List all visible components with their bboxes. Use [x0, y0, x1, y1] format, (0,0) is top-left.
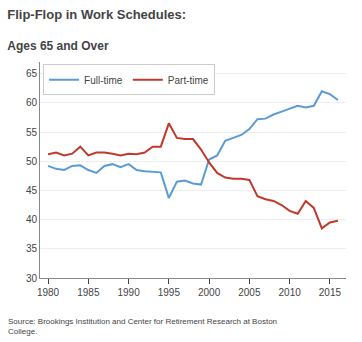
- svg-text:1985: 1985: [77, 287, 100, 298]
- svg-text:Flip-Flop in Work Schedules:: Flip-Flop in Work Schedules:: [7, 7, 186, 22]
- svg-text:30: 30: [26, 273, 38, 284]
- svg-text:2015: 2015: [319, 287, 342, 298]
- svg-text:1980: 1980: [37, 287, 60, 298]
- svg-text:45: 45: [26, 185, 38, 196]
- svg-text:1995: 1995: [158, 287, 181, 298]
- svg-text:2010: 2010: [279, 287, 302, 298]
- svg-text:2000: 2000: [198, 287, 221, 298]
- svg-text:35: 35: [26, 243, 38, 254]
- svg-text:1990: 1990: [117, 287, 140, 298]
- svg-text:65: 65: [26, 68, 38, 79]
- svg-text:60: 60: [26, 97, 38, 108]
- svg-text:50: 50: [26, 156, 38, 167]
- svg-text:40: 40: [26, 214, 38, 225]
- svg-text:55: 55: [26, 127, 38, 138]
- svg-text:Part-time: Part-time: [168, 75, 209, 86]
- svg-text:Full-time: Full-time: [84, 75, 123, 86]
- svg-text:Source: Brookings Institution: Source: Brookings Institution and Center…: [8, 317, 277, 336]
- svg-text:2005: 2005: [238, 287, 261, 298]
- svg-text:Ages 65 and Over: Ages 65 and Over: [7, 39, 109, 53]
